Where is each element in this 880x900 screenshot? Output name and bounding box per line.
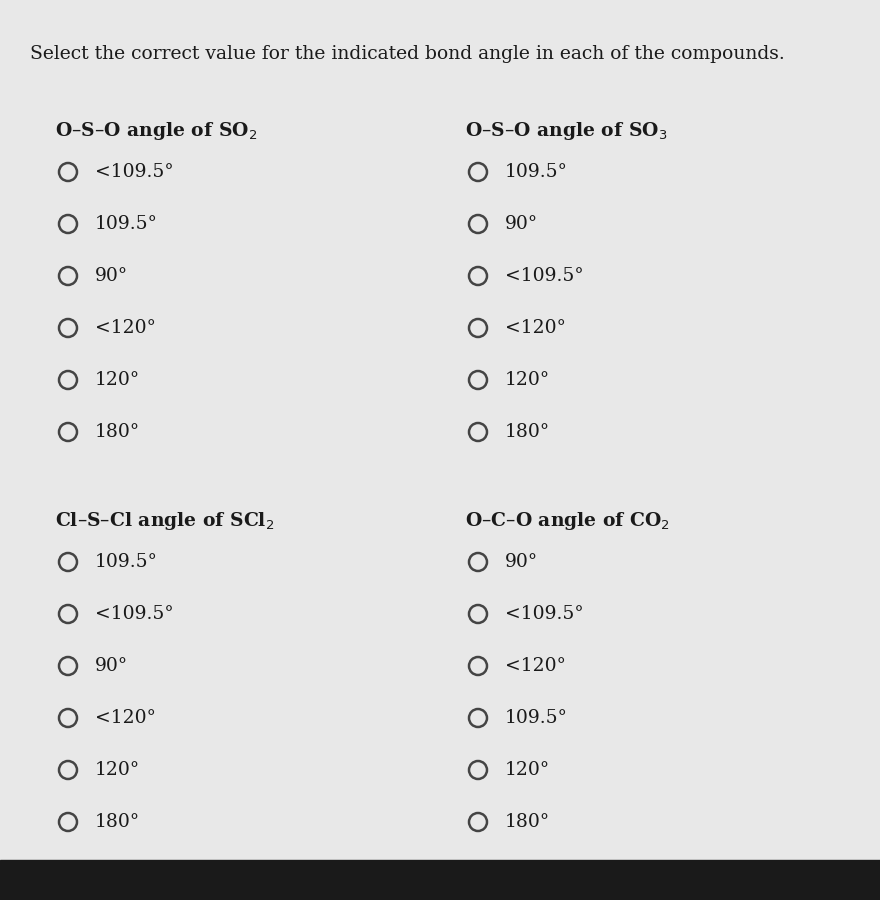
Text: 120°: 120° <box>95 371 140 389</box>
Text: 90°: 90° <box>95 267 128 285</box>
Bar <box>0 860 880 900</box>
Text: <120°: <120° <box>95 319 156 337</box>
Text: 90°: 90° <box>505 215 539 233</box>
Text: <120°: <120° <box>95 709 156 727</box>
Text: <120°: <120° <box>505 657 566 675</box>
Text: 109.5°: 109.5° <box>95 553 158 571</box>
Text: 180°: 180° <box>95 813 140 831</box>
Text: 180°: 180° <box>505 423 550 441</box>
Text: 109.5°: 109.5° <box>95 215 158 233</box>
Text: 120°: 120° <box>95 761 140 779</box>
Text: <109.5°: <109.5° <box>95 163 173 181</box>
Text: Cl–S–Cl angle of SCl$_{2}$: Cl–S–Cl angle of SCl$_{2}$ <box>55 510 275 532</box>
Text: <109.5°: <109.5° <box>95 605 173 623</box>
Text: <120°: <120° <box>505 319 566 337</box>
Text: O–S–O angle of SO$_{3}$: O–S–O angle of SO$_{3}$ <box>465 120 667 142</box>
Text: 120°: 120° <box>505 371 550 389</box>
Text: O–S–O angle of SO$_{2}$: O–S–O angle of SO$_{2}$ <box>55 120 257 142</box>
Text: Select the correct value for the indicated bond angle in each of the compounds.: Select the correct value for the indicat… <box>30 45 785 63</box>
Text: <109.5°: <109.5° <box>505 267 583 285</box>
Text: 90°: 90° <box>505 553 539 571</box>
Text: O–C–O angle of CO$_{2}$: O–C–O angle of CO$_{2}$ <box>465 510 670 532</box>
Text: 109.5°: 109.5° <box>505 163 568 181</box>
Text: 109.5°: 109.5° <box>505 709 568 727</box>
Text: 90°: 90° <box>95 657 128 675</box>
Text: 180°: 180° <box>505 813 550 831</box>
Text: 180°: 180° <box>95 423 140 441</box>
Text: <109.5°: <109.5° <box>505 605 583 623</box>
Text: 120°: 120° <box>505 761 550 779</box>
